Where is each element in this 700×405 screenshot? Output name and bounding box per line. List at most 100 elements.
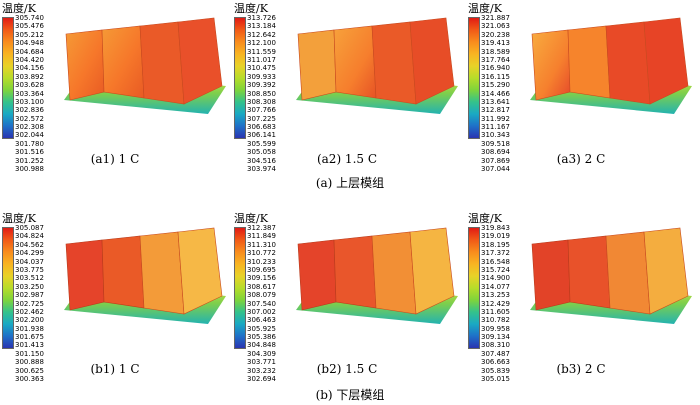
tick: 311.310	[247, 240, 276, 249]
tick: 302.044	[15, 131, 44, 140]
tick: 317.372	[481, 249, 510, 258]
tick: 302.572	[15, 114, 44, 123]
panel-b1: 温度/K 305.087 304.824 304.562 304.299 304…	[0, 210, 230, 383]
tick: 303.974	[247, 165, 276, 174]
tick: 310.475	[247, 64, 276, 73]
tick: 310.233	[247, 257, 276, 266]
panel-a2: 温度/K 313.726 313.184 312.642 312.100 311…	[232, 0, 462, 173]
tick: 305.386	[247, 333, 276, 342]
tick: 305.476	[15, 22, 44, 31]
tick: 304.948	[15, 39, 44, 48]
tick: 306.463	[247, 316, 276, 325]
colorbar-title: 温度/K	[468, 2, 502, 15]
tick: 308.617	[247, 282, 276, 291]
tick: 318.195	[481, 240, 510, 249]
colorbar-title: 温度/K	[234, 212, 268, 225]
tick: 319.019	[481, 232, 510, 241]
tick: 312.642	[247, 30, 276, 39]
colorbar-ticks: 319.843 319.019 318.195 317.372 316.548 …	[481, 224, 510, 383]
colorbar-title: 温度/K	[2, 2, 36, 15]
tick: 304.156	[15, 64, 44, 73]
tick: 320.238	[481, 30, 510, 39]
tick: 307.487	[481, 349, 510, 358]
tick: 321.887	[481, 14, 510, 22]
tick: 312.817	[481, 106, 510, 115]
tick: 319.843	[481, 224, 510, 232]
tick: 307.225	[247, 114, 276, 123]
colorbar	[468, 227, 480, 349]
module-model	[530, 227, 692, 324]
panel-a1: 温度/K 305.740 305.476 305.212 304.948 304…	[0, 0, 230, 173]
tick: 313.641	[481, 97, 510, 106]
tick: 310.343	[481, 131, 510, 140]
tick: 303.364	[15, 89, 44, 98]
colorbar	[234, 227, 246, 349]
tick: 307.540	[247, 299, 276, 308]
module-model	[296, 17, 458, 114]
colorbar-ticks: 313.726 313.184 312.642 312.100 311.559 …	[247, 14, 276, 173]
module-model	[296, 227, 458, 324]
tick: 302.987	[15, 291, 44, 300]
tick: 301.938	[15, 324, 44, 333]
tick: 310.782	[481, 316, 510, 325]
tick: 301.150	[15, 349, 44, 358]
tick: 308.694	[481, 148, 510, 157]
tick: 311.017	[247, 55, 276, 64]
colorbar	[468, 17, 480, 139]
panel-caption: (b1) 1 C	[90, 362, 140, 376]
colorbar	[234, 17, 246, 139]
tick: 303.892	[15, 72, 44, 81]
tick: 316.548	[481, 257, 510, 266]
tick: 306.663	[481, 358, 510, 367]
tick: 315.290	[481, 81, 510, 90]
tick: 311.605	[481, 307, 510, 316]
tick: 311.167	[481, 123, 510, 132]
tick: 314.900	[481, 274, 510, 283]
panel-b2: 温度/K 312.387 311.849 311.310 310.772 310…	[232, 210, 462, 383]
tick: 305.058	[247, 148, 276, 157]
panel-caption: (b2) 1.5 C	[316, 362, 378, 376]
tick: 307.044	[481, 165, 510, 174]
tick: 304.848	[247, 341, 276, 350]
tick: 307.002	[247, 307, 276, 316]
tick: 312.387	[247, 224, 276, 232]
tick: 302.725	[15, 299, 44, 308]
tick: 303.100	[15, 97, 44, 106]
tick: 301.675	[15, 333, 44, 342]
panel-a3: 温度/K 321.887 321.063 320.238 319.413 318…	[466, 0, 696, 173]
tick: 311.849	[247, 232, 276, 241]
tick: 302.308	[15, 123, 44, 132]
tick: 302.462	[15, 307, 44, 316]
panel-caption: (a1) 1 C	[90, 152, 140, 166]
colorbar	[2, 17, 14, 139]
tick: 311.559	[247, 47, 276, 56]
tick: 303.771	[247, 358, 276, 367]
tick: 309.518	[481, 139, 510, 148]
tick: 309.933	[247, 72, 276, 81]
tick: 309.156	[247, 274, 276, 283]
tick: 309.695	[247, 265, 276, 274]
tick: 305.087	[15, 224, 44, 232]
tick: 304.824	[15, 232, 44, 241]
colorbar-ticks: 312.387 311.849 311.310 310.772 310.233 …	[247, 224, 276, 383]
tick: 308.310	[481, 341, 510, 350]
module-model	[530, 17, 692, 114]
tick: 304.516	[247, 156, 276, 165]
module-model	[64, 17, 226, 114]
module-model	[64, 227, 226, 324]
tick: 300.625	[15, 366, 44, 375]
tick: 305.839	[481, 366, 510, 375]
tick: 314.077	[481, 282, 510, 291]
tick: 314.466	[481, 89, 510, 98]
panel-caption: (a2) 1.5 C	[316, 152, 378, 166]
tick: 305.599	[247, 139, 276, 148]
group-title-a: (a) 上层模组	[315, 176, 385, 190]
tick: 302.694	[247, 375, 276, 384]
group-title-b: (b) 下层模组	[315, 388, 385, 402]
tick: 303.512	[15, 274, 44, 283]
colorbar-title: 温度/K	[234, 2, 268, 15]
tick: 300.888	[15, 358, 44, 367]
tick: 305.212	[15, 30, 44, 39]
tick: 319.413	[481, 39, 510, 48]
tick: 312.100	[247, 39, 276, 48]
